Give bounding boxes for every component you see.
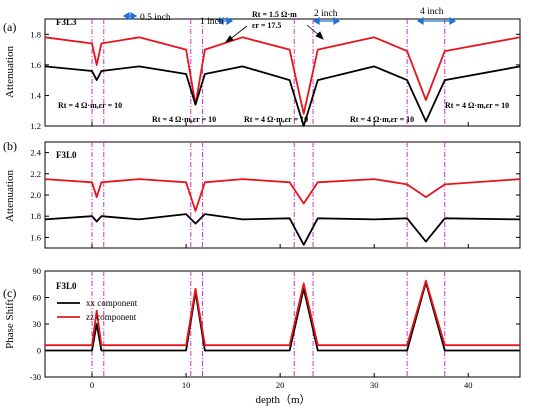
arrowhead-to-2-inch <box>315 31 324 40</box>
panel-c-xtick-label-2: 20 <box>276 380 285 390</box>
width-label-4-inch: 4 inch <box>420 7 444 17</box>
panel-a-ytick-label-3: 1.8 <box>30 29 41 39</box>
panel-c-xtick-label-3: 30 <box>370 380 379 390</box>
x-axis-label: depth（m） <box>256 393 311 406</box>
bg-label-5: Rt = 4 Ω·m,εr = 10 <box>445 101 509 110</box>
legend-label-xx: xx component <box>86 298 138 308</box>
width-label-1-inch: 1 inch <box>200 17 224 27</box>
arrowhead-0-5-left <box>122 11 130 21</box>
panel-a-ytick-label-1: 1.4 <box>30 90 41 100</box>
panel-c-frame <box>44 270 521 378</box>
panel-b-ytick-label-3: 2.2 <box>30 169 41 179</box>
legend-label-zz: zz component <box>86 312 137 322</box>
arrowhead-2-right <box>333 16 341 26</box>
width-annotations <box>122 11 457 26</box>
arrowhead-1-right <box>226 16 234 26</box>
panel-b-frame <box>44 141 521 249</box>
arrow-to-1-inch <box>228 25 248 41</box>
panel-a-ytick-label-0: 1.2 <box>30 121 41 131</box>
panel-a-tool-tag: F3L3 <box>56 17 77 27</box>
panel-c-xtick-label-4: 40 <box>464 380 473 390</box>
width-label-2-inch: 2 inch <box>314 9 338 19</box>
arrowhead-1-left <box>216 16 224 26</box>
arrowhead-0-5-right <box>130 11 138 21</box>
bg-label-3: Rt = 4 Ω·m,εr = 10 <box>244 115 308 124</box>
panel-c-label: (c) <box>3 286 16 300</box>
panel-a-ylabel: Attenuation <box>4 46 16 98</box>
layer-boundaries <box>91 19 446 377</box>
panel-b-ytick-label-4: 2.4 <box>30 148 41 158</box>
anomaly-rt: Rt = 1.5 Ω·m <box>252 10 297 19</box>
panel-a-series-1-line <box>44 65 521 127</box>
panel-b-ytick-label-1: 1.8 <box>30 211 41 221</box>
width-label-0-5-inch: 0.5 inch <box>140 13 171 23</box>
panel-a-series-0-line <box>44 36 521 115</box>
layer-series <box>44 36 521 352</box>
panel-c-ytick-label-0: -30 <box>30 372 41 382</box>
arrowhead-to-1-inch <box>225 35 234 43</box>
bg-label-1: Rt = 4 Ω·m,εr = 10 <box>58 101 122 110</box>
panel-c-tool-tag: F3L0 <box>56 281 77 291</box>
panel-b-ytick-label-0: 1.6 <box>30 232 41 242</box>
bg-label-4: Rt = 4 Ω·m,εr = 10 <box>350 115 414 124</box>
panel-c-xtick-label-0: 0 <box>90 380 94 390</box>
panel-c-ytick-label-3: 60 <box>33 293 42 303</box>
panel-c-xtick-label-1: 10 <box>182 380 191 390</box>
panel-c-ytick-label-1: 0 <box>37 346 41 356</box>
panel-a-frame <box>44 18 521 127</box>
panel-c-ytick-label-2: 30 <box>33 319 42 329</box>
layer-ticks: 1.2 1.4 1.6 1.8 1.6 1.8 2.0 2.2 2.4 -30 0 30 60 90 0 10… <box>30 29 520 390</box>
arrowhead-4-right <box>449 16 457 26</box>
anomaly-er: εr = 17.5 <box>252 21 281 30</box>
panel-a-label: (a) <box>3 20 16 34</box>
panel-c-series-1-line <box>45 279 520 347</box>
panel-a-ytick-label-2: 1.6 <box>30 60 41 70</box>
panel-c-ytick-label-4: 90 <box>33 266 42 276</box>
panel-b-series-0-line <box>44 178 521 212</box>
anomaly-arrows <box>225 24 324 43</box>
arrowhead-2-left <box>312 16 320 26</box>
panel-b-ytick-label-2: 2.0 <box>30 190 41 200</box>
legend: xx component zz component <box>57 298 138 322</box>
panel-c-series-0-line <box>45 281 520 352</box>
bg-label-2: Rt = 4 Ω·m,εr = 10 <box>152 115 216 124</box>
panel-b-tool-tag: F3L0 <box>56 150 77 160</box>
panel-c-ylabel: Phase Shift <box>4 299 16 349</box>
panel-b-series-1-line <box>44 213 521 246</box>
panel-b-label: (b) <box>3 139 17 153</box>
panel-b-ylabel: Attenuation <box>4 170 16 222</box>
arrowhead-4-left <box>416 16 424 26</box>
